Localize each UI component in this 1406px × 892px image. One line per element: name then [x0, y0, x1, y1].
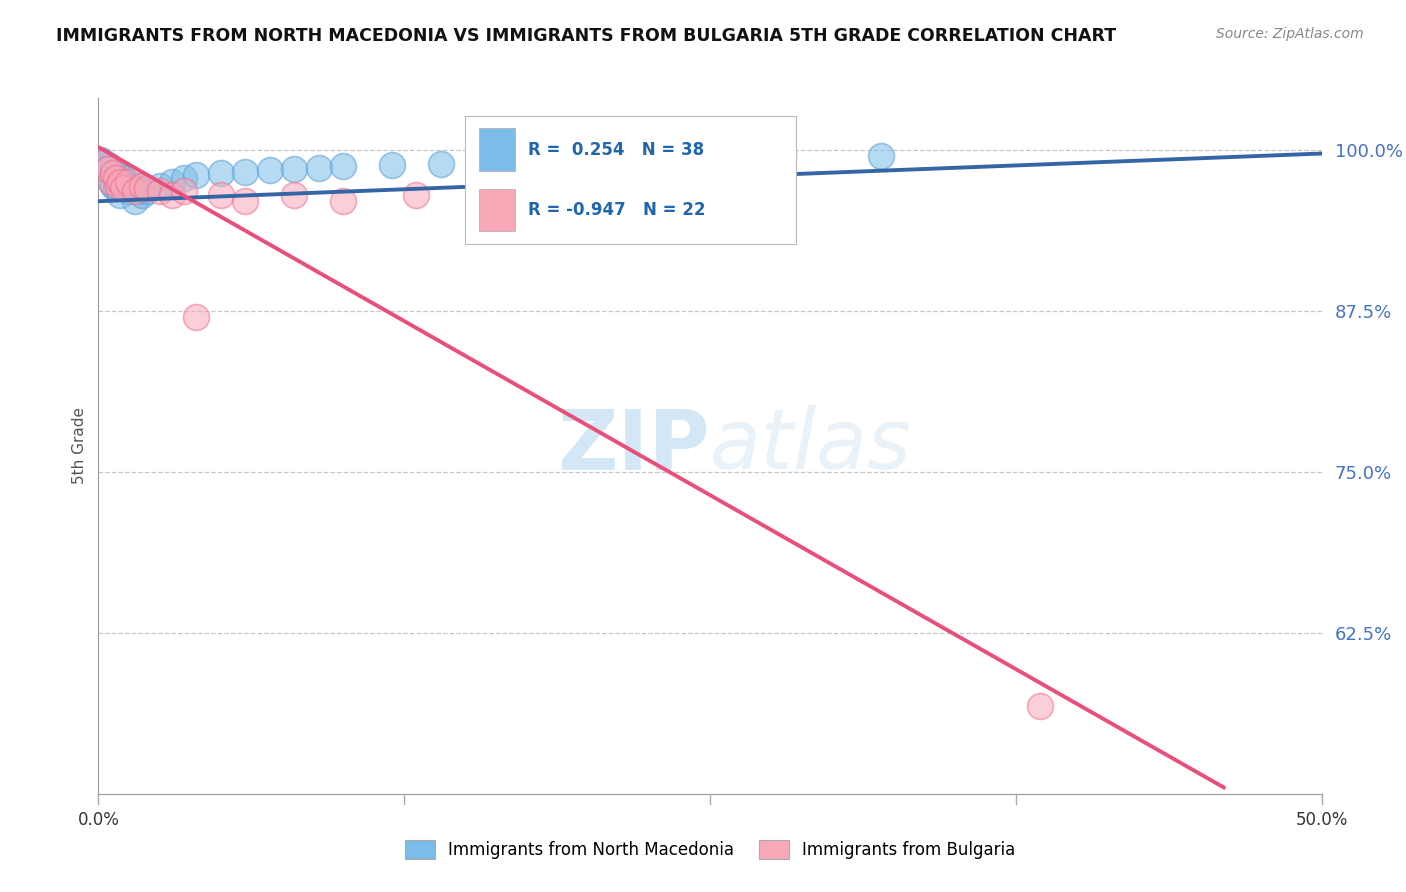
Point — [110, 187, 132, 202]
Point — [149, 178, 172, 193]
Point — [110, 175, 132, 189]
Point — [97, 161, 120, 176]
Text: 50.0%: 50.0% — [1295, 811, 1348, 829]
Point — [209, 187, 232, 202]
Point — [111, 181, 134, 195]
Point — [104, 181, 127, 195]
Point — [94, 161, 117, 176]
Point — [173, 171, 195, 186]
Point — [129, 184, 152, 198]
Point — [527, 154, 550, 169]
Point — [233, 194, 256, 209]
Point — [136, 184, 159, 198]
Point — [100, 175, 122, 189]
Text: 0.0%: 0.0% — [77, 811, 120, 829]
Point — [101, 178, 124, 193]
Point — [381, 158, 404, 172]
Text: IMMIGRANTS FROM NORTH MACEDONIA VS IMMIGRANTS FROM BULGARIA 5TH GRADE CORRELATIO: IMMIGRANTS FROM NORTH MACEDONIA VS IMMIG… — [56, 27, 1116, 45]
Text: R =  0.254   N = 38: R = 0.254 N = 38 — [529, 141, 704, 159]
Text: atlas: atlas — [710, 406, 911, 486]
Point — [117, 178, 139, 193]
Point — [120, 184, 142, 198]
Point — [283, 161, 305, 176]
Point — [91, 155, 114, 169]
Point — [114, 175, 136, 189]
Point — [149, 184, 172, 198]
Point — [97, 158, 120, 172]
Point — [233, 164, 256, 178]
Point — [131, 187, 153, 202]
Legend: Immigrants from North Macedonia, Immigrants from Bulgaria: Immigrants from North Macedonia, Immigra… — [398, 833, 1022, 865]
Point — [124, 184, 146, 198]
Point — [160, 187, 183, 202]
Point — [308, 161, 330, 175]
Point — [405, 187, 427, 202]
Point — [332, 160, 354, 174]
Point — [1029, 699, 1052, 714]
Point — [430, 157, 453, 171]
Text: R = -0.947   N = 22: R = -0.947 N = 22 — [529, 201, 706, 219]
Point — [121, 181, 143, 195]
Point — [131, 178, 153, 193]
Point — [160, 175, 183, 189]
Point — [111, 171, 134, 186]
Point — [127, 178, 149, 193]
Text: Source: ZipAtlas.com: Source: ZipAtlas.com — [1216, 27, 1364, 41]
Point — [870, 149, 893, 163]
Point — [101, 166, 124, 180]
Point — [675, 152, 697, 166]
Point — [576, 153, 599, 167]
Bar — [478, 128, 515, 171]
Y-axis label: 5th Grade: 5th Grade — [72, 408, 87, 484]
Bar — [478, 189, 515, 231]
Text: ZIP: ZIP — [558, 406, 710, 486]
Point — [478, 155, 501, 169]
Point — [186, 310, 208, 325]
Point — [259, 163, 281, 178]
Point — [186, 169, 208, 183]
Point — [209, 166, 232, 180]
Point — [332, 194, 354, 209]
Point — [173, 184, 195, 198]
Point — [94, 161, 117, 176]
Point — [136, 181, 159, 195]
Point — [104, 171, 127, 186]
Point — [91, 155, 114, 169]
Point — [117, 175, 139, 189]
Point — [772, 150, 794, 164]
Point — [100, 175, 122, 189]
Point — [107, 169, 129, 183]
Point — [107, 178, 129, 193]
Point — [90, 153, 112, 167]
Point — [283, 187, 305, 202]
Point — [124, 194, 146, 209]
